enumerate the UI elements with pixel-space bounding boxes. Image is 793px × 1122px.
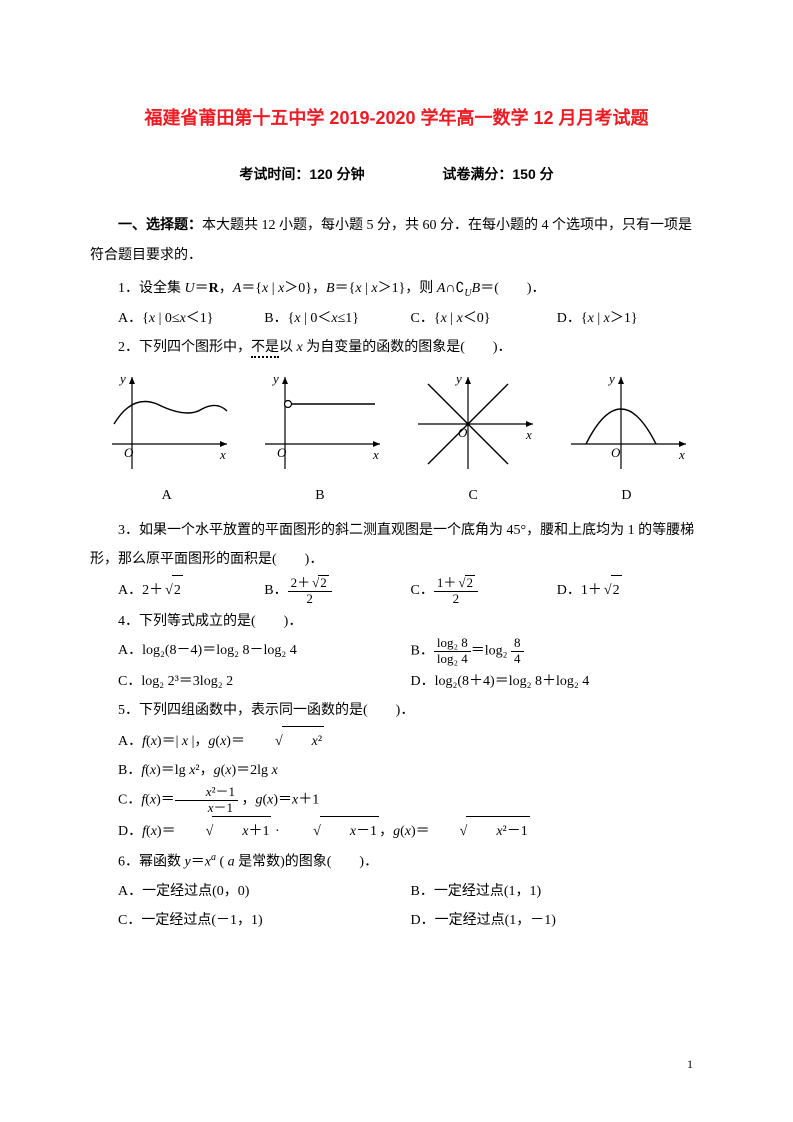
q6-opt-b: B．一定经过点(1，1) — [411, 877, 704, 906]
q3-opt-a: A．2＋2 — [118, 575, 264, 607]
q2-fig-labels: A B C D — [90, 481, 703, 516]
q6-options-row2: C．一定经过点(－1，1) D．一定经过点(1，－1) — [90, 906, 703, 935]
q2-graph-c: O x y — [408, 369, 538, 479]
q5-text: 5．下列四组函数中，表示同一函数的是( )． — [90, 696, 703, 725]
svg-text:y: y — [607, 371, 615, 386]
svg-text:x: x — [678, 447, 685, 462]
q1-opt-a: A．{x | 0≤x＜1} — [118, 304, 264, 333]
svg-text:x: x — [219, 447, 226, 462]
q6-opt-d: D．一定经过点(1，－1) — [411, 906, 704, 935]
q3-text: 3．如果一个水平放置的平面图形的斜二测直观图是一个底角为 45°，腰和上底均为 … — [90, 516, 703, 575]
q4-opt-b: B．log₂ 8log₂ 4＝log₂ 84 — [411, 636, 704, 667]
q5-opt-a: A．f(x)＝| x |，g(x)＝x² — [90, 726, 703, 756]
exam-title: 福建省莆田第十五中学 2019-2020 学年高一数学 12 月月考试题 — [90, 100, 703, 138]
q2-figures: O x y O x y O x y — [90, 363, 703, 481]
exam-subtitle: 考试时间：120 分钟 试卷满分：150 分 — [90, 160, 703, 189]
q5-opt-c: C．f(x)＝x²－1x－1 ，g(x)＝x＋1 — [90, 785, 703, 816]
q6-text: 6．幂函数 y＝xa ( a 是常数)的图象( )． — [90, 847, 703, 877]
svg-text:x: x — [525, 427, 532, 442]
q4-options-row1: A．log₂(8－4)＝log₂ 8－log₂ 4 B．log₂ 8log₂ 4… — [90, 636, 703, 667]
q4-text: 4．下列等式成立的是( )． — [90, 607, 703, 636]
svg-text:O: O — [277, 445, 287, 460]
svg-text:y: y — [454, 371, 462, 386]
q1-opt-c: C．{x | x＜0} — [411, 304, 557, 333]
q5-opt-d: D．f(x)＝x＋1 · x－1，g(x)＝x²－1 — [90, 816, 703, 846]
q4-opt-c: C．log₂ 2³＝3log₂ 2 — [118, 667, 411, 696]
exam-fullscore: 试卷满分：150 分 — [442, 166, 553, 182]
section1-intro: 一、选择题：本大题共 12 小题，每小题 5 分，共 60 分．在每小题的 4 … — [90, 211, 703, 270]
q6-options-row1: A．一定经过点(0，0) B．一定经过点(1，1) — [90, 877, 703, 906]
q1-text: 1．设全集 U＝R，A＝{x | x＞0}，B＝{x | x＞1}，则 A∩∁U… — [90, 274, 703, 304]
q2-graph-d: O x y — [561, 369, 691, 479]
svg-text:O: O — [611, 445, 621, 460]
q6-opt-c: C．一定经过点(－1，1) — [118, 906, 411, 935]
q2-graph-a: O x y — [102, 369, 232, 479]
svg-text:y: y — [118, 371, 126, 386]
svg-text:y: y — [271, 371, 279, 386]
q6-opt-a: A．一定经过点(0，0) — [118, 877, 411, 906]
q2-label-d: D — [566, 481, 686, 510]
q2-graph-b: O x y — [255, 369, 385, 479]
q4-opt-d: D．log₂(8＋4)＝log₂ 8＋log₂ 4 — [411, 667, 704, 696]
q3-opt-c: C．1＋22 — [411, 575, 557, 607]
svg-text:O: O — [124, 445, 134, 460]
q1-options: A．{x | 0≤x＜1} B．{x | 0＜x≤1} C．{x | x＜0} … — [90, 304, 703, 333]
q1-opt-b: B．{x | 0＜x≤1} — [264, 304, 410, 333]
svg-text:x: x — [372, 447, 379, 462]
q2-label-c: C — [413, 481, 533, 510]
q2-label-a: A — [107, 481, 227, 510]
exam-time: 考试时间：120 分钟 — [239, 166, 364, 182]
q4-opt-a: A．log₂(8－4)＝log₂ 8－log₂ 4 — [118, 636, 411, 667]
q5-opt-b: B．f(x)＝lg x²，g(x)＝2lg x — [90, 756, 703, 785]
q4-options-row2: C．log₂ 2³＝3log₂ 2 D．log₂(8＋4)＝log₂ 8＋log… — [90, 667, 703, 696]
q3-opt-d: D．1＋2 — [557, 575, 703, 607]
q2-label-b: B — [260, 481, 380, 510]
q3-opt-b: B．2＋22 — [264, 575, 410, 607]
q1-opt-d: D．{x | x＞1} — [557, 304, 703, 333]
page-number: 1 — [687, 1057, 693, 1072]
q3-options: A．2＋2 B．2＋22 C．1＋22 D．1＋2 — [90, 575, 703, 607]
q2-text: 2．下列四个图形中，不是以 x 为自变量的函数的图象是( )． — [90, 333, 703, 362]
svg-text:O: O — [458, 425, 468, 440]
